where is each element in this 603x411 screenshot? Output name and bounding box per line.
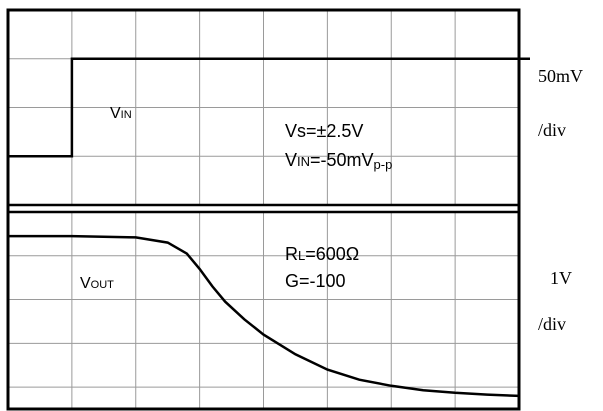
bottom-scale-per-div: /div <box>538 314 566 334</box>
bottom-scale-unit: 1V <box>550 268 572 288</box>
top-scale-unit: 50mV <box>538 66 583 86</box>
gain-annotation: G=-100 <box>285 271 346 291</box>
supply-voltage-annotation: Vs=±2.5V <box>285 121 363 141</box>
top-panel-grid <box>8 10 519 205</box>
load-resistance-annotation: RL=600Ω <box>285 244 359 264</box>
vin-trace <box>8 57 530 158</box>
scope-frame <box>6 8 521 411</box>
vout-trace <box>8 234 520 398</box>
input-amplitude-annotation: VIN=-50mVp-p <box>285 150 392 172</box>
top-scale-per-div: /div <box>538 120 566 140</box>
vin-series-label: VIN <box>110 105 132 122</box>
bottom-panel-grid <box>8 212 519 409</box>
vout-series-label: VOUT <box>80 275 114 292</box>
